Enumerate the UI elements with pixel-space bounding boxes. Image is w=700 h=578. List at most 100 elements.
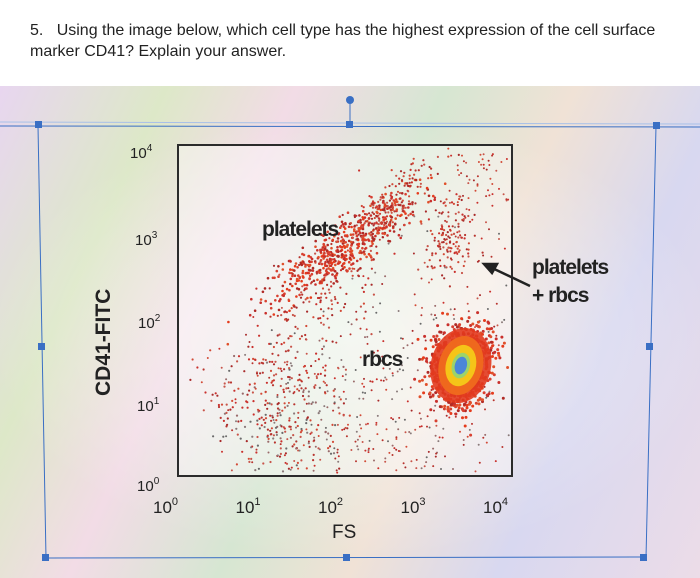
- scatter-point: [324, 292, 327, 295]
- scatter-point: [304, 271, 308, 275]
- scatter-point: [400, 337, 402, 340]
- scatter-point: [286, 363, 288, 366]
- scatter-point: [323, 277, 325, 280]
- scatter-point: [253, 386, 256, 389]
- scatter-point: [302, 410, 306, 413]
- scatter-point: [347, 260, 351, 264]
- scatter-point: [461, 154, 463, 157]
- flow-cytometry-chart: CD41-FITC FS 100 101 102 103 104 100 101 102 103…: [0, 96, 700, 561]
- scatter-point: [409, 184, 412, 187]
- scatter-point: [424, 339, 427, 342]
- scatter-point: [410, 409, 413, 412]
- scatter-point: [295, 295, 298, 298]
- scatter-point: [367, 451, 370, 454]
- scatter-point: [396, 214, 399, 217]
- scatter-point: [330, 307, 333, 311]
- scatter-point: [375, 378, 378, 381]
- scatter-point: [272, 313, 276, 316]
- scatter-point: [413, 377, 417, 381]
- scatter-point: [361, 286, 364, 289]
- scatter-point: [325, 339, 328, 342]
- scatter-point: [434, 343, 438, 347]
- scatter-point: [324, 260, 327, 264]
- scatter-point: [467, 197, 470, 200]
- scatter-point: [217, 405, 221, 409]
- scatter-point: [291, 284, 294, 288]
- scatter-point: [359, 257, 362, 261]
- scatter-point: [326, 230, 330, 234]
- scatter-point: [285, 382, 288, 385]
- scatter-point: [451, 325, 455, 329]
- scatter-point: [297, 467, 300, 470]
- scatter-point: [296, 424, 299, 428]
- scatter-point: [459, 430, 461, 433]
- scatter-point: [401, 210, 404, 213]
- scatter-point: [453, 270, 456, 273]
- scatter-point: [435, 399, 438, 403]
- scatter-point: [239, 437, 242, 440]
- scatter-point: [260, 424, 263, 427]
- scatter-point: [303, 398, 306, 401]
- scatter-point: [278, 411, 281, 414]
- scatter-point: [275, 269, 279, 273]
- scatter-point: [357, 219, 361, 223]
- scatter-point: [500, 335, 504, 339]
- scatter-point: [271, 384, 275, 387]
- scatter-point: [375, 221, 378, 224]
- scatter-point: [457, 250, 460, 253]
- scatter-point: [333, 377, 336, 380]
- scatter-point: [331, 273, 334, 276]
- scatter-point: [264, 311, 268, 315]
- scatter-point: [449, 228, 452, 231]
- rbc-density-core: [430, 328, 492, 404]
- question-panel: 5. Using the image below, which cell typ…: [0, 0, 700, 86]
- scatter-point: [438, 245, 442, 248]
- scatter-point: [250, 446, 253, 449]
- scatter-point: [491, 154, 494, 157]
- scatter-point: [247, 358, 251, 361]
- scatter-point: [278, 455, 282, 458]
- scatter-point: [434, 252, 437, 255]
- scatter-point: [416, 185, 419, 188]
- scatter-point: [409, 212, 413, 216]
- scatter-point: [449, 308, 452, 311]
- scatter-point: [309, 296, 313, 299]
- scatter-point: [295, 440, 298, 443]
- scatter-point: [315, 352, 318, 355]
- scatter-point: [491, 330, 495, 334]
- scatter-point: [302, 301, 305, 304]
- scatter-point: [457, 245, 460, 248]
- scatter-point: [253, 309, 257, 312]
- scatter-point: [258, 409, 261, 412]
- scatter-point: [391, 444, 394, 447]
- scatter-point: [277, 275, 280, 278]
- scatter-point: [363, 377, 365, 380]
- scatter-point: [364, 310, 367, 313]
- scatter-point: [423, 334, 427, 338]
- scatter-point: [477, 443, 480, 446]
- scatter-point: [291, 272, 294, 276]
- scatter-point: [343, 428, 346, 431]
- scatter-point: [370, 259, 373, 262]
- scatter-point: [411, 329, 414, 332]
- scatter-point: [498, 187, 500, 190]
- scatter-point: [443, 277, 446, 280]
- scatter-point: [488, 228, 490, 231]
- scatter-point: [434, 404, 437, 407]
- label-platelets: platelets: [262, 218, 339, 241]
- selection-handles[interactable]: [35, 96, 660, 561]
- scatter-point: [384, 211, 387, 214]
- scatter-point: [385, 220, 388, 223]
- scatter-point: [447, 225, 451, 228]
- scatter-point: [481, 329, 485, 333]
- scatter-point: [388, 367, 391, 370]
- scatter-point: [297, 411, 300, 414]
- scatter-point: [322, 345, 325, 348]
- scatter-point: [402, 175, 405, 178]
- scatter-point: [445, 198, 448, 201]
- scatter-point: [357, 227, 361, 230]
- scatter-point: [388, 199, 391, 202]
- scatter-point: [397, 203, 400, 206]
- scatter-point: [461, 416, 464, 420]
- scatter-point: [418, 395, 422, 399]
